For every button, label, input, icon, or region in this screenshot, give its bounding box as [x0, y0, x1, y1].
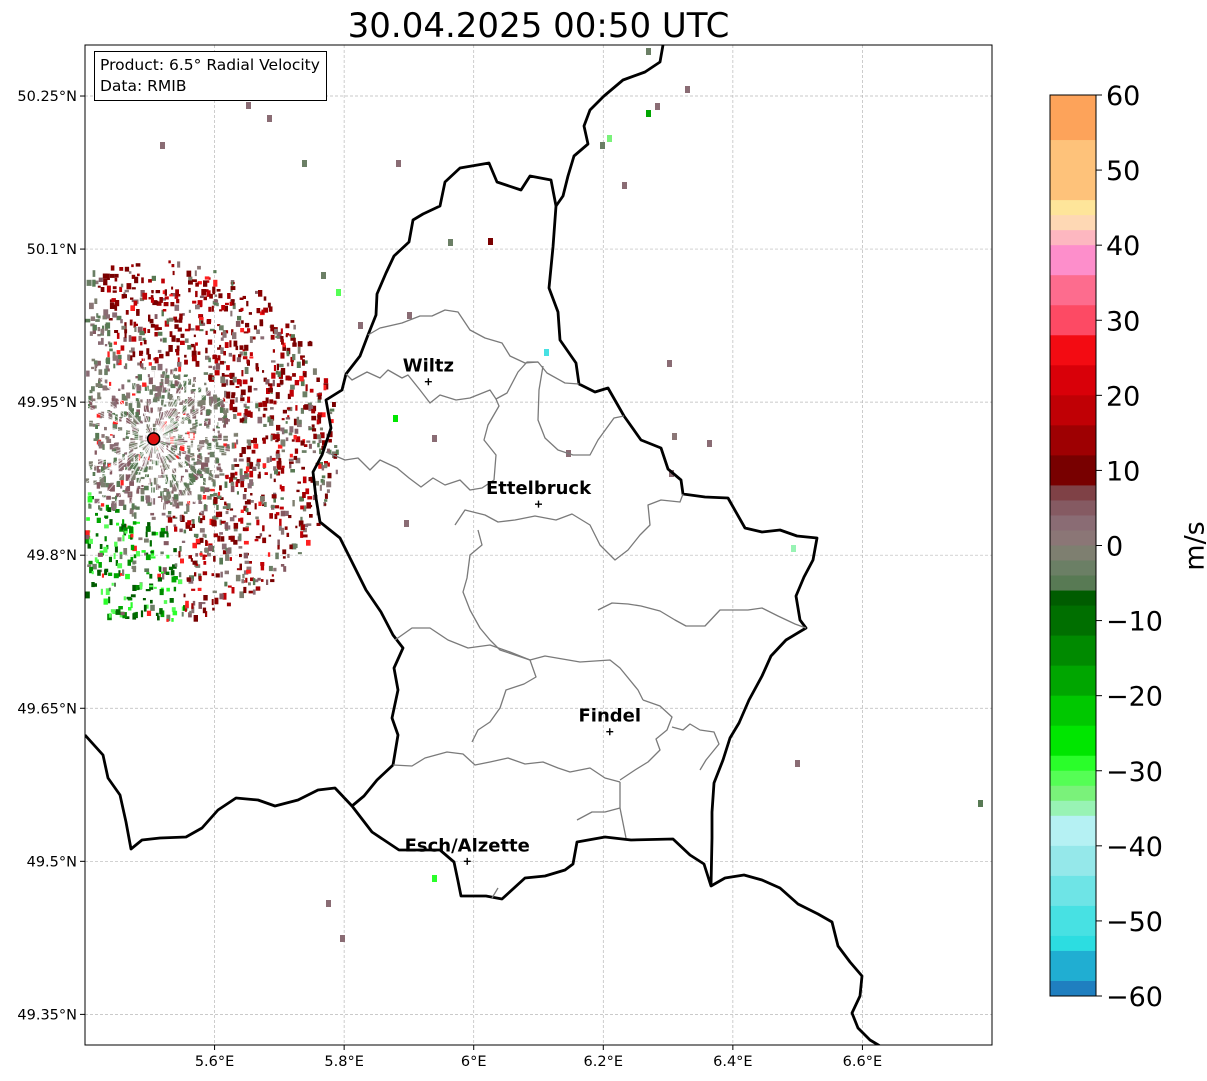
germany-border-north	[554, 45, 665, 207]
colorbar-band	[1050, 635, 1096, 667]
colorbar-band	[1050, 485, 1096, 501]
colorbar-tick-label: −10	[1106, 607, 1163, 638]
colorbar-band	[1050, 605, 1096, 637]
city-ettelbruck: Ettelbruck	[486, 478, 592, 508]
colorbar-band	[1050, 665, 1096, 697]
city-findel: Findel	[578, 706, 641, 736]
lat-tick-label: 49.35°N	[17, 1007, 77, 1023]
product-label: Product: 6.5° Radial Velocity	[100, 56, 320, 74]
city-wiltz: Wiltz	[403, 356, 454, 386]
product-info-box: Product: 6.5° Radial Velocity Data: RMIB	[94, 51, 327, 101]
colorbar-band	[1050, 695, 1096, 727]
colorbar-tick-label: 20	[1106, 381, 1140, 412]
colorbar-band	[1050, 215, 1096, 231]
colorbar-band	[1050, 95, 1096, 141]
colorbar-band	[1050, 500, 1096, 516]
lat-tick-label: 49.95°N	[17, 395, 77, 411]
colorbar-band	[1050, 545, 1096, 562]
colorbar-tick-label: 50	[1106, 156, 1140, 187]
colorbar-band	[1050, 725, 1096, 757]
colorbar-tick-label: −40	[1106, 832, 1163, 863]
colorbar-label: m/s	[1180, 521, 1207, 570]
colorbar-band	[1050, 560, 1096, 577]
city-label: Wiltz	[403, 356, 454, 377]
lat-tick-label: 50.25°N	[17, 89, 77, 105]
lon-tick-label: 6.4°E	[713, 1054, 752, 1070]
colorbar-band	[1050, 770, 1096, 787]
lon-tick-label: 5.8°E	[324, 1054, 363, 1070]
city-esch-alzette: Esch/Alzette	[405, 835, 530, 865]
colorbar-band	[1050, 875, 1096, 907]
colorbar-band	[1050, 140, 1096, 201]
city-label: Ettelbruck	[486, 478, 592, 499]
district-boundaries	[325, 309, 807, 899]
map-area	[85, 45, 992, 1045]
colorbar-band	[1050, 950, 1096, 982]
colorbar-tick-label: 40	[1106, 231, 1140, 262]
lat-tick-label: 49.5°N	[27, 854, 77, 870]
germany-border-south	[710, 873, 881, 1045]
colorbar-band	[1050, 575, 1096, 592]
lon-tick-label: 5.6°E	[195, 1054, 234, 1070]
colorbar-tick-label: 60	[1106, 81, 1140, 112]
figure-title: 30.04.2025 00:50 UTC	[347, 6, 730, 46]
city-marker-icon	[535, 500, 542, 508]
colorbar-band	[1050, 980, 1096, 997]
city-markers: Wiltz Ettelbruck Findel Esch/Alzette	[403, 356, 641, 865]
colorbar-band	[1050, 455, 1096, 486]
colorbar-band	[1050, 395, 1096, 426]
colorbar-tick-label: 10	[1106, 456, 1140, 487]
colorbar-band	[1050, 845, 1096, 877]
colorbar-tick-label: −30	[1106, 757, 1163, 788]
colorbar-band	[1050, 530, 1096, 546]
data-source-label: Data: RMIB	[100, 77, 187, 95]
colorbar-tick-label: −60	[1106, 982, 1163, 1013]
colorbar-band	[1050, 335, 1096, 366]
city-marker-icon	[463, 857, 471, 865]
colorbar-band	[1050, 200, 1096, 216]
lon-tick-label: 6.6°E	[843, 1054, 882, 1070]
city-label: Findel	[578, 706, 641, 727]
france-border	[85, 734, 354, 851]
lon-tick-label: 6.2°E	[584, 1054, 623, 1070]
colorbar-band	[1050, 590, 1096, 607]
colorbar-band	[1050, 755, 1096, 772]
lat-tick-label: 49.8°N	[27, 548, 77, 564]
city-marker-icon	[606, 728, 614, 736]
colorbar-band	[1050, 515, 1096, 531]
map-frame	[84, 44, 993, 1046]
colorbar-band	[1050, 245, 1096, 276]
colorbar-band	[1050, 935, 1096, 952]
colorbar-band	[1050, 230, 1096, 246]
colorbar-band	[1050, 800, 1096, 817]
colorbar-band	[1050, 785, 1096, 802]
colorbar-band	[1050, 305, 1096, 336]
colorbar-tick-label: 30	[1106, 306, 1140, 337]
lat-tick-label: 49.65°N	[17, 701, 77, 717]
colorbar-band	[1050, 275, 1096, 306]
lon-tick-label: 6°E	[461, 1054, 487, 1070]
map-axes: 5.6°E 5.8°E 6°E 6.2°E 6.4°E 6.6°E 50.25°N 50.1°…	[17, 89, 882, 1070]
colorbar-tick-label: −50	[1106, 907, 1163, 938]
colorbar-tick-label: −20	[1106, 682, 1163, 713]
radar-site-marker	[146, 432, 161, 446]
city-marker-icon	[424, 378, 432, 386]
colorbar: 60 50 40 30 20 10 0 −10 −20 −30 −40 −50 −60	[1049, 81, 1163, 1013]
national-borders	[85, 45, 881, 1045]
colorbar-tick-label: 0	[1106, 532, 1123, 563]
lat-tick-label: 50.1°N	[27, 242, 77, 258]
city-label: Esch/Alzette	[405, 835, 530, 856]
colorbar-band	[1050, 905, 1096, 937]
colorbar-band	[1050, 425, 1096, 456]
colorbar-band	[1050, 815, 1096, 847]
luxembourg-border	[311, 161, 819, 901]
colorbar-band	[1050, 365, 1096, 396]
